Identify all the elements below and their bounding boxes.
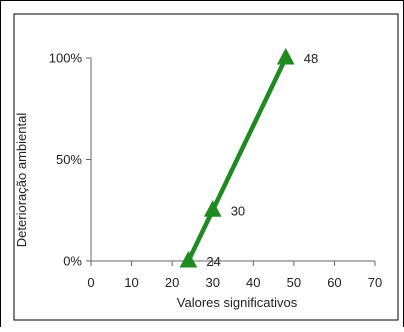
data-label: 30 — [231, 203, 245, 218]
data-point-marker — [179, 250, 198, 268]
x-tick-label: 60 — [327, 275, 341, 290]
y-axis-title: Deterioração ambiental — [14, 113, 29, 248]
y-tick-label: 50% — [56, 152, 82, 167]
x-tick-label: 40 — [246, 275, 260, 290]
x-tick-label: 10 — [124, 275, 138, 290]
data-label: 48 — [304, 51, 318, 66]
data-label: 24 — [206, 254, 220, 269]
axes-layer: 0% 50% 100% 0 10 20 30 40 50 60 70 — [49, 51, 382, 291]
series-layer — [179, 47, 295, 268]
x-tick-label: 20 — [165, 275, 179, 290]
data-point-marker — [203, 200, 222, 217]
labels-layer: 24 30 48 — [206, 51, 318, 269]
x-tick-label: 30 — [205, 275, 219, 290]
plot-frame — [13, 13, 399, 321]
y-tick-label: 0% — [63, 254, 82, 269]
data-point-marker — [276, 47, 295, 65]
x-tick-label: 70 — [368, 275, 382, 290]
x-axis-title: Valores significativos — [177, 295, 298, 310]
y-tick-label: 100% — [49, 51, 83, 66]
x-tick-label: 0 — [87, 275, 94, 290]
x-tick-label: 50 — [287, 275, 301, 290]
